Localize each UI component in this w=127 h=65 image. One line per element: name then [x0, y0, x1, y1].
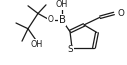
- Text: B: B: [59, 15, 66, 25]
- Text: OH: OH: [31, 40, 43, 48]
- Text: S: S: [67, 45, 73, 54]
- Text: O: O: [48, 15, 54, 24]
- Text: OH: OH: [56, 0, 68, 9]
- Text: O: O: [117, 9, 124, 18]
